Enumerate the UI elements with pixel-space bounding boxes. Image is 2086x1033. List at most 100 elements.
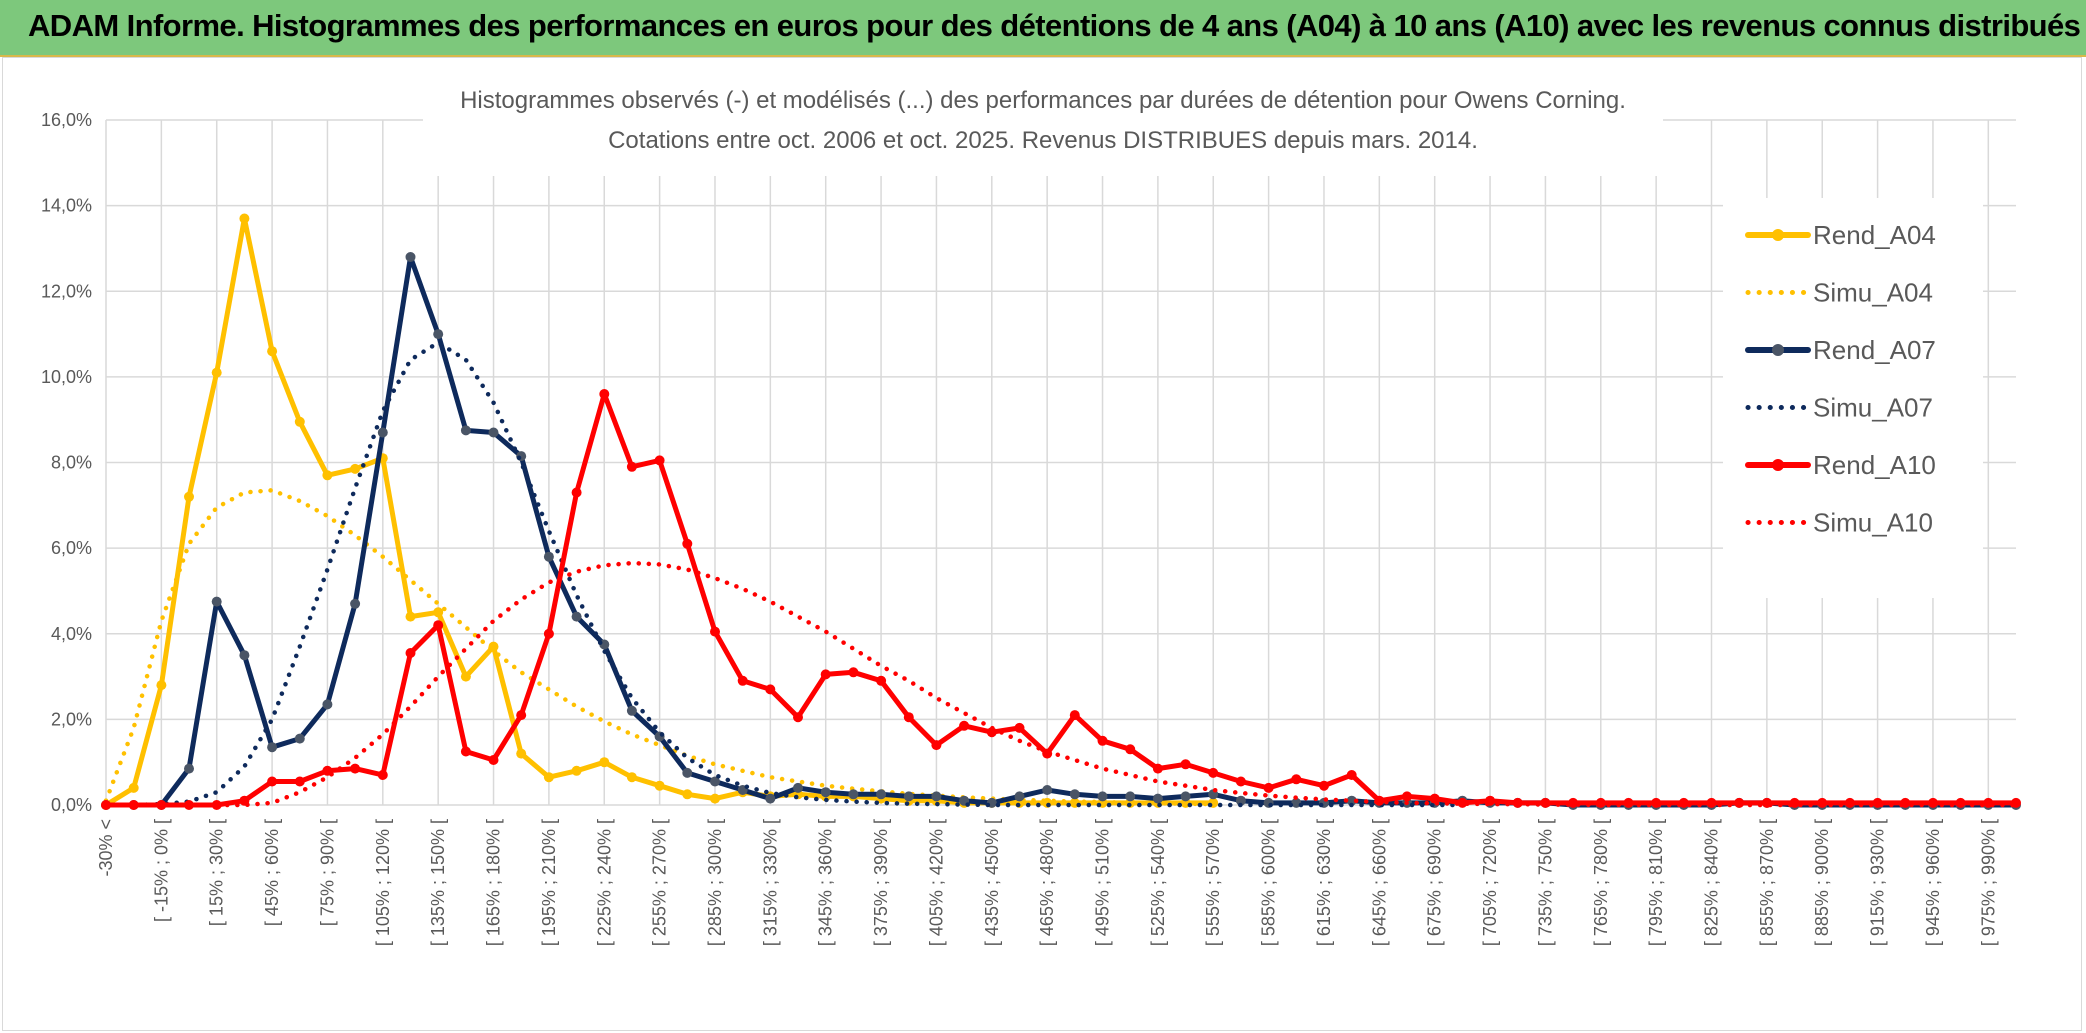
series-simu-a10-line <box>103 560 2019 808</box>
data-point-rend-a04 <box>184 491 194 502</box>
data-point-rend-a07 <box>377 427 388 438</box>
data-point-rend-a07 <box>1180 791 1191 802</box>
y-tick-label: 10,0% <box>41 367 92 387</box>
data-point-rend-a10 <box>1097 735 1108 746</box>
data-point-rend-a04 <box>128 782 139 793</box>
data-point-rend-a07 <box>793 782 803 793</box>
data-point-rend-a07 <box>710 776 720 787</box>
data-point-rend-a10 <box>156 800 167 810</box>
data-point-rend-a10 <box>599 389 610 399</box>
data-point-rend-a10 <box>1319 780 1329 791</box>
data-point-rend-a07 <box>1042 785 1053 795</box>
x-tick-label: [ 195% ; 210% [ <box>539 819 559 946</box>
data-point-rend-a07 <box>903 791 914 802</box>
data-point-rend-a04 <box>571 765 582 776</box>
x-tick-label: [ 765% ; 780% [ <box>1591 819 1611 946</box>
data-point-rend-a10 <box>405 648 416 658</box>
data-point-rend-a10 <box>876 675 887 686</box>
data-point-rend-a10 <box>765 684 776 695</box>
data-point-rend-a07 <box>1097 791 1108 802</box>
x-tick-label: [ 315% ; 330% [ <box>760 819 780 946</box>
page-title: ADAM Informe. Histogrammes des performan… <box>28 8 2081 43</box>
y-tick-label: 4,0% <box>51 624 92 644</box>
legend-marker-rend-a04 <box>1772 229 1784 241</box>
data-point-rend-a07 <box>1014 791 1025 802</box>
x-tick-label: [ 45% ; 60% [ <box>262 819 282 926</box>
data-point-rend-a10 <box>1346 770 1357 780</box>
data-point-rend-a04 <box>543 772 554 783</box>
data-point-rend-a07 <box>931 791 942 802</box>
data-point-rend-a10 <box>654 455 665 466</box>
data-point-rend-a10 <box>460 746 471 757</box>
data-point-rend-a04 <box>626 772 637 783</box>
data-point-rend-a07 <box>239 650 250 661</box>
data-point-rend-a07 <box>405 252 416 262</box>
legend-label-simu-a10: Simu_A10 <box>1813 508 1933 538</box>
x-tick-label: [ 705% ; 720% [ <box>1480 819 1500 946</box>
data-point-rend-a10 <box>1014 722 1025 733</box>
x-tick-label: [ 555% ; 570% [ <box>1203 819 1223 946</box>
data-point-rend-a10 <box>267 776 278 787</box>
data-point-rend-a04 <box>599 757 610 768</box>
data-point-rend-a10 <box>793 712 803 723</box>
data-point-rend-a10 <box>1208 767 1219 778</box>
chart-title: Histogrammes observés (-) et modélisés (… <box>460 87 1626 114</box>
x-tick-label: [ 645% ; 660% [ <box>1369 819 1389 946</box>
x-tick-label: [ 435% ; 450% [ <box>982 819 1002 946</box>
x-tick-label: -30% < <box>96 819 116 877</box>
x-tick-label: [ 885% ; 900% [ <box>1812 819 1832 946</box>
data-point-rend-a07 <box>571 611 582 622</box>
x-tick-label: [ 585% ; 600% [ <box>1259 819 1279 946</box>
y-tick-label: 8,0% <box>51 453 92 473</box>
data-point-rend-a10 <box>986 727 997 738</box>
data-point-rend-a07 <box>1152 793 1163 804</box>
series-simu-a04-line <box>103 488 1216 807</box>
data-point-rend-a10 <box>959 720 970 731</box>
data-point-rend-a10 <box>543 628 554 639</box>
title-background <box>423 78 1663 176</box>
data-point-rend-a07 <box>1235 795 1246 806</box>
data-point-rend-a10 <box>1291 774 1302 785</box>
data-point-rend-a10 <box>294 776 305 787</box>
x-tick-label: [ 405% ; 420% [ <box>926 819 946 946</box>
data-point-rend-a07 <box>1125 791 1136 802</box>
x-tick-label: [ 795% ; 810% [ <box>1646 819 1666 946</box>
data-point-rend-a10 <box>1152 763 1163 774</box>
data-point-rend-a10 <box>1568 797 1579 808</box>
data-point-rend-a10 <box>626 461 637 472</box>
legend-background <box>1723 198 1983 598</box>
series-rend-a10-line <box>103 391 2019 808</box>
x-tick-label: [ 465% ; 480% [ <box>1037 819 1057 946</box>
x-tick-label: [ 285% ; 300% [ <box>705 819 725 946</box>
data-point-rend-a10 <box>128 800 139 810</box>
data-point-rend-a07 <box>211 596 222 607</box>
y-tick-label: 12,0% <box>41 281 92 301</box>
data-point-rend-a10 <box>903 712 914 723</box>
x-tick-label: [ 735% ; 750% [ <box>1535 819 1555 946</box>
x-tick-label: [ -15% ; 0% [ <box>151 819 171 922</box>
y-tick-label: 6,0% <box>51 538 92 558</box>
gridlines <box>105 119 2016 806</box>
y-tick-label: 2,0% <box>51 709 92 729</box>
x-tick-label: [ 15% ; 30% [ <box>207 819 227 926</box>
data-point-rend-a10 <box>1069 710 1080 721</box>
x-tick-label: [ 495% ; 510% [ <box>1093 819 1113 946</box>
x-tick-label: [ 975% ; 990% [ <box>1978 819 1998 946</box>
data-point-rend-a04 <box>433 607 444 618</box>
data-point-rend-a10 <box>1125 744 1136 755</box>
data-point-rend-a10 <box>571 487 582 498</box>
data-point-rend-a07 <box>820 787 831 798</box>
data-point-rend-a07 <box>294 733 305 744</box>
data-point-rend-a04 <box>460 671 471 682</box>
data-point-rend-a10 <box>1402 791 1412 802</box>
data-point-rend-a07 <box>322 699 333 710</box>
data-point-rend-a07 <box>543 551 554 562</box>
data-point-rend-a10 <box>710 626 720 637</box>
data-point-rend-a04 <box>682 789 693 800</box>
data-point-rend-a04 <box>156 680 167 691</box>
data-point-rend-a04 <box>239 213 250 224</box>
data-point-rend-a04 <box>294 416 305 427</box>
data-point-rend-a04 <box>267 346 278 357</box>
data-point-rend-a10 <box>931 740 942 751</box>
data-point-rend-a10 <box>1235 776 1246 787</box>
